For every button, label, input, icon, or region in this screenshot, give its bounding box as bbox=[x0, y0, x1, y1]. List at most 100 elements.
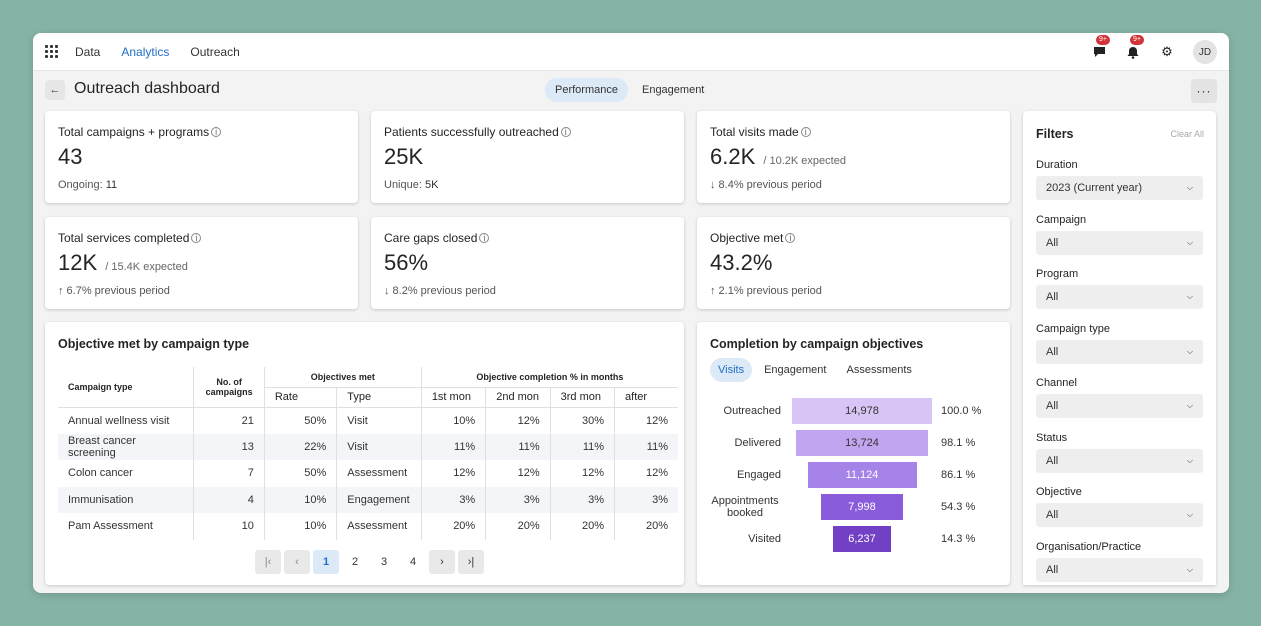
filter-select[interactable]: All ⌵ bbox=[1036, 557, 1203, 582]
filter-select[interactable]: All ⌵ bbox=[1036, 230, 1203, 255]
nav-analytics[interactable]: Analytics bbox=[121, 44, 170, 59]
page-4-button[interactable]: 4 bbox=[409, 556, 417, 568]
funnel-row: Appointments booked 7,998 54.3 % bbox=[697, 494, 1009, 520]
last-page-button[interactable]: ›| bbox=[458, 550, 484, 574]
chat-icon bbox=[1093, 47, 1105, 57]
info-icon[interactable]: i bbox=[785, 233, 796, 243]
kpi-value: 56% bbox=[384, 250, 429, 275]
kpi-value: 43.2% bbox=[710, 250, 773, 275]
col-rate[interactable]: Rate bbox=[263, 387, 337, 408]
table-row[interactable]: Immunisation 4 10% Engagement 3% 3% 3% 3… bbox=[58, 486, 678, 513]
nav-data[interactable]: Data bbox=[75, 44, 101, 59]
chevron-down-icon: ⌵ bbox=[1186, 510, 1193, 519]
filter-value: All bbox=[1046, 563, 1059, 576]
table-row[interactable]: Annual wellness visit 21 50% Visit 10% 1… bbox=[58, 407, 678, 434]
cell-after: 3% bbox=[614, 486, 678, 513]
tab-performance[interactable]: Performance bbox=[545, 78, 628, 102]
info-icon[interactable]: i bbox=[800, 127, 811, 137]
filter-label: Duration bbox=[1036, 159, 1078, 171]
cell-type: Assessment bbox=[336, 460, 422, 487]
info-icon[interactable]: i bbox=[479, 233, 490, 243]
more-options-button[interactable]: ··· bbox=[1191, 79, 1217, 103]
settings-button[interactable]: ⚙ bbox=[1159, 44, 1175, 60]
filter-value: All bbox=[1046, 345, 1059, 358]
kpi-services-completed: Total services completed i 12K / 15.4K ex… bbox=[45, 217, 358, 309]
cell-campaign-type: Pam Assessment bbox=[68, 520, 153, 533]
page-2-button[interactable]: 2 bbox=[351, 556, 359, 568]
info-icon[interactable]: i bbox=[560, 127, 571, 137]
page-header: ← Outreach dashboard Performance Engagem… bbox=[33, 71, 1229, 109]
funnel-row: Delivered 13,724 98.1 % bbox=[697, 430, 1009, 456]
funnel-bar[interactable]: 11,124 bbox=[807, 462, 917, 488]
col-no-campaigns[interactable]: No. of campaigns bbox=[193, 367, 265, 408]
tab-assessments[interactable]: Assessments bbox=[846, 364, 912, 376]
col-type[interactable]: Type bbox=[336, 387, 422, 408]
notifications-button[interactable]: 9+ bbox=[1125, 35, 1144, 60]
app-launcher-icon[interactable] bbox=[45, 44, 59, 59]
avatar[interactable]: JD bbox=[1193, 40, 1217, 64]
col-3rd-month[interactable]: 3rd mon bbox=[549, 387, 615, 408]
table-row[interactable]: Pam Assessment 10 10% Assessment 20% 20%… bbox=[58, 513, 678, 540]
info-icon[interactable]: i bbox=[211, 127, 222, 137]
filter-label: Campaign type bbox=[1036, 322, 1110, 335]
info-icon[interactable]: i bbox=[191, 233, 202, 243]
first-page-button[interactable]: |‹ bbox=[255, 550, 281, 574]
kpi-value: 25K bbox=[384, 144, 424, 169]
cell-m3: 12% bbox=[549, 460, 615, 487]
funnel-bar[interactable]: 6,237 bbox=[833, 526, 891, 552]
page-3-button[interactable]: 3 bbox=[380, 556, 388, 568]
kpi-foot-value: 11 bbox=[105, 179, 118, 191]
col-2nd-month[interactable]: 2nd mon bbox=[485, 387, 551, 408]
cell-type: Engagement bbox=[336, 486, 422, 513]
nav-outreach[interactable]: Outreach bbox=[190, 44, 240, 59]
cell-campaign-type: Immunisation bbox=[58, 486, 194, 513]
chevron-down-icon: ⌵ bbox=[1186, 346, 1193, 356]
cell-m2: 11% bbox=[485, 433, 551, 460]
table-row[interactable]: Breast cancer screening 13 22% Visit 11%… bbox=[58, 433, 678, 460]
filter-select[interactable]: All ⌵ bbox=[1036, 285, 1203, 309]
back-button[interactable]: ← bbox=[45, 80, 65, 100]
funnel-bar[interactable]: 7,998 bbox=[821, 494, 903, 520]
cell-m1: 12% bbox=[420, 460, 486, 487]
filter-select[interactable]: 2023 (Current year) ⌵ bbox=[1036, 176, 1203, 200]
filter-select[interactable]: All ⌵ bbox=[1036, 339, 1203, 364]
kpi-label: Care gaps closed bbox=[384, 231, 478, 245]
tab-engagement[interactable]: Engagement bbox=[641, 84, 705, 96]
kpi-total-visits: Total visits made i 6.2K / 10.2K expected… bbox=[697, 111, 1010, 203]
cell-campaign-type: Colon cancer bbox=[68, 467, 133, 480]
funnel-percent: 54.3 % bbox=[941, 501, 976, 513]
col-campaign-type[interactable]: Campaign type bbox=[58, 367, 194, 408]
filter-value: All bbox=[1046, 291, 1059, 303]
filter-select[interactable]: All ⌵ bbox=[1036, 448, 1203, 473]
col-objectives-met: Objectives met bbox=[263, 367, 422, 388]
cell-count: 10 bbox=[193, 513, 265, 540]
chevron-down-icon: ⌵ bbox=[1186, 183, 1193, 192]
col-1st-month[interactable]: 1st mon bbox=[420, 387, 486, 408]
funnel-bar[interactable]: 13,724 bbox=[796, 430, 928, 456]
funnel-percent: 14.3 % bbox=[941, 533, 976, 545]
cell-after: 11% bbox=[614, 433, 678, 460]
kpi-foot-label: Unique: bbox=[384, 179, 422, 191]
cell-m1: 3% bbox=[420, 486, 486, 513]
funnel-bar[interactable]: 14,978 bbox=[792, 398, 932, 424]
cell-m3: 20% bbox=[549, 513, 615, 540]
col-after[interactable]: after bbox=[614, 387, 678, 408]
messages-button[interactable]: 9+ bbox=[1091, 35, 1110, 60]
table-row[interactable]: Colon cancer 7 50% Assessment 12% 12% 12… bbox=[58, 460, 678, 487]
kpi-value: 12K bbox=[58, 250, 98, 275]
funnel-label: Outreached bbox=[723, 405, 781, 417]
page-1-button[interactable]: 1 bbox=[313, 550, 339, 574]
tab-visits[interactable]: Visits bbox=[710, 358, 753, 382]
clear-all-button[interactable]: Clear All bbox=[1170, 129, 1204, 139]
cell-m1: 11% bbox=[420, 433, 486, 460]
kpi-trend-down: ↓ 8.2% previous period bbox=[384, 285, 496, 297]
filter-value: All bbox=[1046, 236, 1059, 249]
next-page-button[interactable]: › bbox=[429, 550, 455, 574]
cell-type: Visit bbox=[336, 433, 422, 460]
filter-select[interactable]: All ⌵ bbox=[1036, 503, 1203, 527]
prev-page-button[interactable]: ‹ bbox=[284, 550, 310, 574]
funnel-label: Engaged bbox=[736, 469, 781, 481]
filter-select[interactable]: All ⌵ bbox=[1036, 394, 1203, 418]
chevron-down-icon: ⌵ bbox=[1186, 237, 1193, 247]
tab-engagement[interactable]: Engagement bbox=[764, 364, 827, 376]
